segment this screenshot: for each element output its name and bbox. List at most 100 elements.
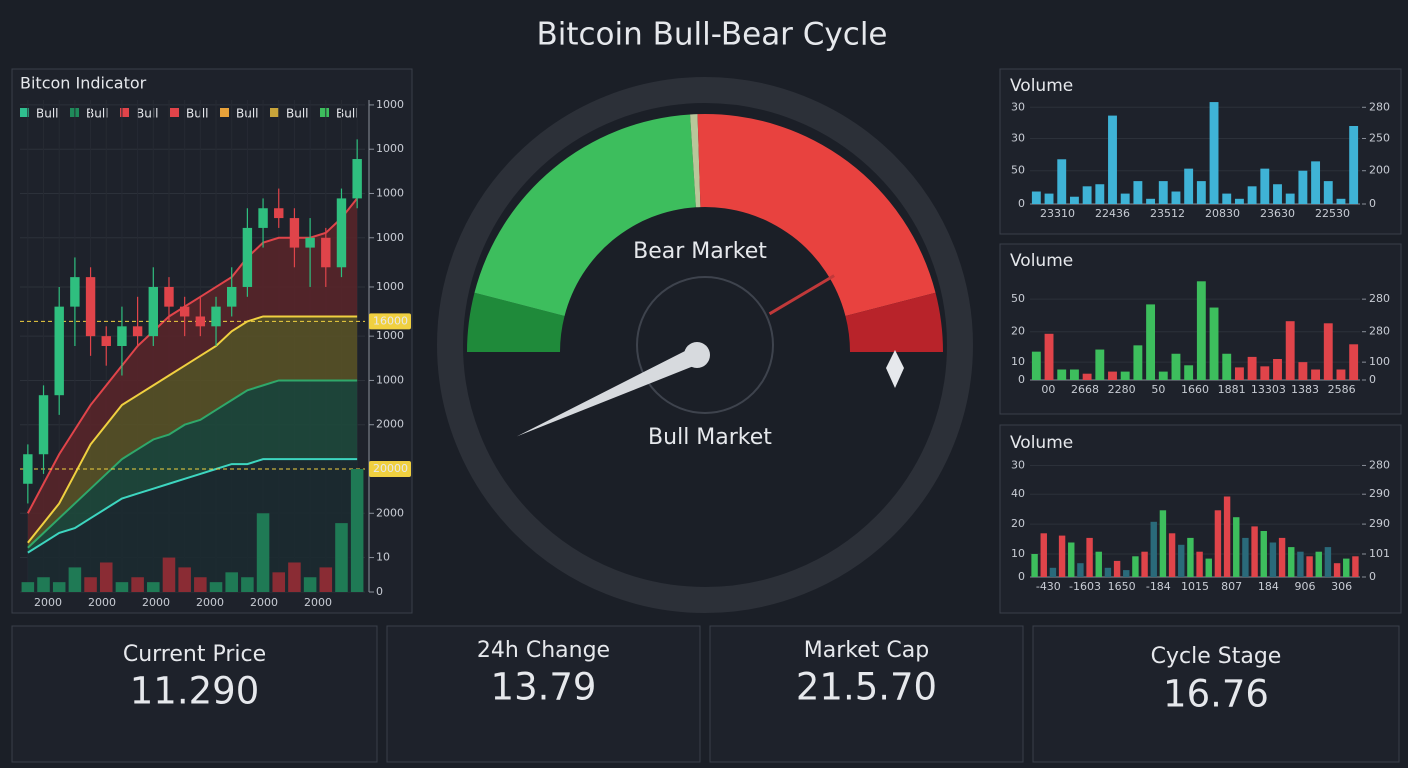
volume-bar [68, 567, 82, 592]
candle-body [23, 454, 33, 484]
legend-label: Bull [86, 107, 109, 121]
bar [1333, 563, 1341, 577]
candle-body [132, 326, 143, 337]
x-tick-label: -430 [1036, 580, 1061, 593]
bar [1095, 551, 1102, 577]
card-label: 24h Change [477, 638, 610, 663]
y-tick-label: 40 [1011, 487, 1025, 500]
volume-bar [99, 562, 113, 592]
x-tick-label: 2000 [304, 596, 332, 609]
bar [1113, 560, 1121, 577]
bar [1049, 567, 1057, 577]
y-tick-label: 2000 [376, 418, 404, 431]
volume-bar [37, 577, 50, 592]
bar [1352, 556, 1359, 577]
volume-bar [288, 562, 301, 592]
y-tick-label: 50 [1011, 292, 1025, 305]
bar [1205, 558, 1212, 577]
candle-body [70, 277, 80, 307]
band-fill [27, 380, 358, 553]
gauge-segment [697, 114, 936, 316]
bar [1077, 563, 1084, 577]
band-fill [27, 316, 358, 548]
bar [1234, 367, 1244, 380]
card-label: Cycle Stage [1151, 644, 1282, 669]
needle-hub [684, 342, 710, 368]
y-tick-label: 2000 [376, 506, 404, 519]
x-tick-label: 1015 [1181, 580, 1209, 593]
chart-title: Volume [1010, 251, 1073, 271]
volume-bar [194, 577, 207, 592]
bar [1298, 170, 1308, 204]
bar [1233, 517, 1240, 577]
volume-bar [52, 582, 66, 592]
bar [1123, 570, 1130, 577]
gauge-segment [845, 292, 943, 352]
candle-body [336, 198, 347, 268]
x-tick-label: 306 [1331, 580, 1352, 593]
bar [1168, 533, 1176, 577]
x-tick-label: 00 [1041, 383, 1055, 396]
bar [1146, 304, 1156, 380]
x-tick-label: 184 [1258, 580, 1279, 593]
bar [1171, 353, 1181, 380]
x-tick-label: 1660 [1181, 383, 1209, 396]
bar [1285, 321, 1295, 380]
y-tick-label: 20 [1011, 325, 1025, 338]
bar [1187, 537, 1194, 577]
bar [1298, 362, 1308, 380]
volume-bar [21, 582, 35, 592]
bar [1209, 307, 1219, 380]
x-tick-label: 23512 [1150, 207, 1185, 220]
x-tick-label: 1650 [1108, 580, 1136, 593]
x-tick-label: 1881 [1218, 383, 1246, 396]
bar [1222, 193, 1232, 204]
bar [1120, 193, 1130, 204]
dashboard-title: Bitcoin Bull-Bear Cycle [536, 17, 887, 53]
bar [1031, 191, 1041, 204]
legend-swatch [270, 108, 279, 117]
volume-bar [350, 469, 364, 592]
y-tick-label: 1000 [376, 98, 404, 111]
marker-box [369, 313, 411, 330]
y-tick-label: 1000 [376, 329, 404, 342]
y-tick-label: 30 [1011, 131, 1025, 144]
candle-body [321, 237, 331, 268]
x-tick-label: 906 [1295, 580, 1316, 593]
card-label: Market Cap [804, 638, 929, 663]
volume-bar [272, 572, 286, 592]
volume-panel [999, 424, 1402, 614]
gauge-bottom-label: Bull Market [648, 425, 772, 450]
x-tick-label: 13303 [1251, 383, 1286, 396]
gauge-hub [636, 276, 774, 414]
band-fill [27, 198, 358, 543]
bar [1031, 554, 1038, 577]
x-tick-label: 2280 [1108, 383, 1136, 396]
volume-bar [131, 577, 144, 592]
bar [1222, 353, 1232, 380]
bar [1247, 186, 1257, 204]
x-tick-label: 22530 [1315, 207, 1350, 220]
x-tick-label: 2000 [34, 596, 62, 609]
bar [1323, 181, 1333, 204]
x-tick-label: 22436 [1095, 207, 1130, 220]
x-tick-label: 1383 [1291, 383, 1319, 396]
bar [1044, 333, 1054, 380]
gauge-pointer [886, 350, 904, 388]
y-tick-label: 0 [1018, 570, 1025, 583]
volume-bar [241, 577, 254, 592]
bar [1086, 537, 1093, 577]
legend-label: Bull [136, 107, 159, 121]
x-tick-label: 2668 [1071, 383, 1099, 396]
bar [1108, 115, 1117, 204]
y2-tick-label: 290 [1369, 487, 1390, 500]
stat-card [709, 625, 1024, 763]
y-tick-label: 20 [1011, 517, 1025, 530]
bar [1242, 537, 1249, 577]
candle-body [179, 306, 190, 317]
y2-tick-label: 0 [1369, 570, 1376, 583]
y2-tick-label: 290 [1369, 517, 1390, 530]
candle-body [195, 316, 206, 327]
bar [1108, 371, 1117, 380]
bar [1315, 551, 1322, 577]
